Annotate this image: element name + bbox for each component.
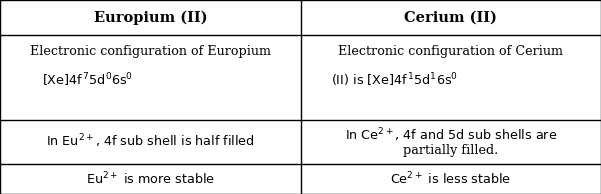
Text: $\mathregular{Ce^{2+}}$ is less stable: $\mathregular{Ce^{2+}}$ is less stable — [390, 170, 511, 187]
Text: In $\mathregular{Eu^{2+}}$, 4f sub shell is half filled: In $\mathregular{Eu^{2+}}$, 4f sub shell… — [46, 133, 255, 150]
Text: $\mathregular{Eu^{2+}}$ is more stable: $\mathregular{Eu^{2+}}$ is more stable — [85, 170, 215, 187]
Text: In $\mathregular{Ce^{2+}}$, 4f and 5d sub shells are: In $\mathregular{Ce^{2+}}$, 4f and 5d su… — [344, 126, 557, 144]
Text: $\mathregular{(II)\ is\ [Xe]4f^{\,1}5d^{1}6s^{0}}$: $\mathregular{(II)\ is\ [Xe]4f^{\,1}5d^{… — [331, 72, 457, 89]
Text: partially filled.: partially filled. — [403, 144, 498, 157]
Text: Europium (II): Europium (II) — [94, 10, 207, 25]
Text: $\mathregular{[Xe]4f^{\,7}5d^{0}6s^{0}}$: $\mathregular{[Xe]4f^{\,7}5d^{0}6s^{0}}$ — [42, 72, 133, 89]
Text: Electronic configuration of Europium: Electronic configuration of Europium — [30, 45, 270, 58]
Text: Electronic configuration of Cerium: Electronic configuration of Cerium — [338, 45, 563, 58]
Text: Cerium (II): Cerium (II) — [404, 10, 497, 24]
